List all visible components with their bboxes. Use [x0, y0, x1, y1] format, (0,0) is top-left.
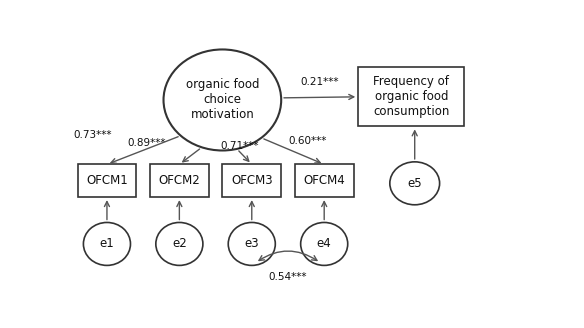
Ellipse shape [301, 222, 347, 265]
Text: e1: e1 [99, 237, 114, 251]
Bar [358, 67, 464, 127]
Bar [150, 164, 209, 197]
Ellipse shape [164, 50, 281, 151]
Text: 0.21***: 0.21*** [300, 77, 339, 87]
Bar [295, 164, 354, 197]
Text: 0.71***: 0.71*** [220, 141, 259, 151]
Ellipse shape [228, 222, 275, 265]
Text: OFCM1: OFCM1 [86, 174, 128, 187]
Text: 0.60***: 0.60*** [288, 136, 327, 146]
Text: e4: e4 [317, 237, 332, 251]
Text: 0.73***: 0.73*** [73, 130, 112, 140]
Text: e2: e2 [172, 237, 187, 251]
Text: 0.54***: 0.54*** [269, 272, 307, 282]
Ellipse shape [156, 222, 203, 265]
Text: e5: e5 [408, 177, 422, 190]
Ellipse shape [84, 222, 130, 265]
Bar [78, 164, 136, 197]
Text: e3: e3 [245, 237, 259, 251]
Ellipse shape [390, 162, 440, 205]
Text: OFCM4: OFCM4 [303, 174, 345, 187]
Text: OFCM2: OFCM2 [158, 174, 200, 187]
Text: 0.89***: 0.89*** [127, 138, 166, 148]
Text: organic food
choice
motivation: organic food choice motivation [186, 78, 259, 121]
Text: OFCM3: OFCM3 [231, 174, 273, 187]
Text: Frequency of
organic food
consumption: Frequency of organic food consumption [373, 75, 450, 118]
Bar [223, 164, 281, 197]
